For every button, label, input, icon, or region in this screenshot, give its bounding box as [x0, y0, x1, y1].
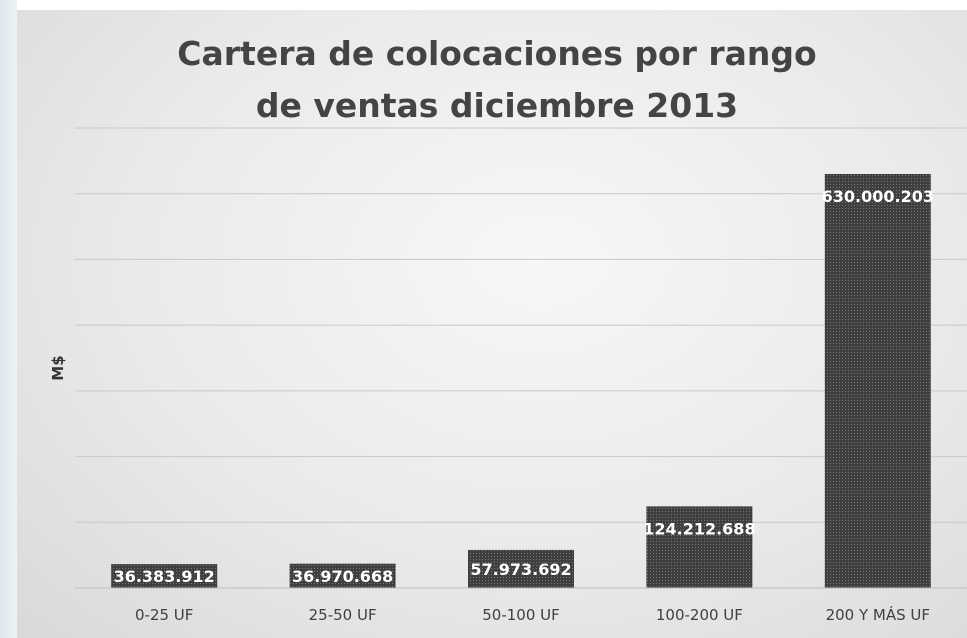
bars — [111, 173, 931, 588]
data-label-0: 36.383.912 — [114, 567, 215, 586]
bar-1 — [289, 563, 396, 588]
x-tick-label-4: 200 Y MÁS UF — [826, 605, 930, 624]
x-tick-label-3: 100-200 UF — [656, 606, 743, 624]
data-label-4: 630.000.203 — [822, 187, 934, 206]
y-axis-label: M$ — [49, 355, 67, 380]
bar-4 — [824, 173, 931, 588]
x-tick-label-1: 25-50 UF — [309, 606, 377, 624]
bar-chart: 36.383.912 36.970.668 57.973.692 124.212.68… — [49, 34, 967, 624]
x-tick-label-0: 0-25 UF — [135, 606, 193, 624]
data-label-3: 124.212.688 — [643, 519, 755, 538]
bar-0 — [111, 564, 218, 588]
data-label-1: 36.970.668 — [292, 567, 393, 586]
chart-title-line-2: de ventas diciembre 2013 — [256, 86, 738, 125]
chart-area: 36.383.912 36.970.668 57.973.692 124.212.68… — [17, 10, 967, 638]
gridlines — [75, 127, 967, 523]
bar-2 — [468, 549, 574, 588]
x-tick-labels: 0-25 UF 25-50 UF 50-100 UF 100-200 UF 200 Y … — [135, 605, 930, 624]
bar-3 — [646, 506, 753, 588]
slide-side-strip — [0, 0, 17, 638]
x-tick-label-2: 50-100 UF — [482, 606, 560, 624]
data-label-2: 57.973.692 — [470, 560, 571, 579]
chart-title-line-1: Cartera de colocaciones por rango — [177, 34, 816, 73]
data-labels: 36.383.912 36.970.668 57.973.692 124.212.68… — [114, 187, 934, 586]
